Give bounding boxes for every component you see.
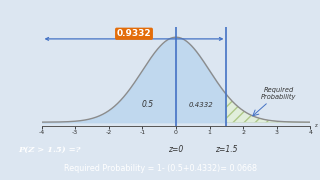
Text: Required Probability = 1- (0.5+0.4332)= 0.0668: Required Probability = 1- (0.5+0.4332)= …	[63, 164, 257, 173]
Text: Required
Probability: Required Probability	[261, 87, 296, 100]
Text: z=0: z=0	[168, 145, 184, 154]
Text: P(Z > 1.5) =?: P(Z > 1.5) =?	[18, 145, 81, 153]
Text: 0.5: 0.5	[141, 100, 154, 109]
Text: z=1.5: z=1.5	[215, 145, 238, 154]
Text: 0.4332: 0.4332	[189, 102, 213, 108]
Text: 0.9332: 0.9332	[117, 29, 151, 38]
Text: z = z/σ: z = z/σ	[316, 123, 320, 128]
